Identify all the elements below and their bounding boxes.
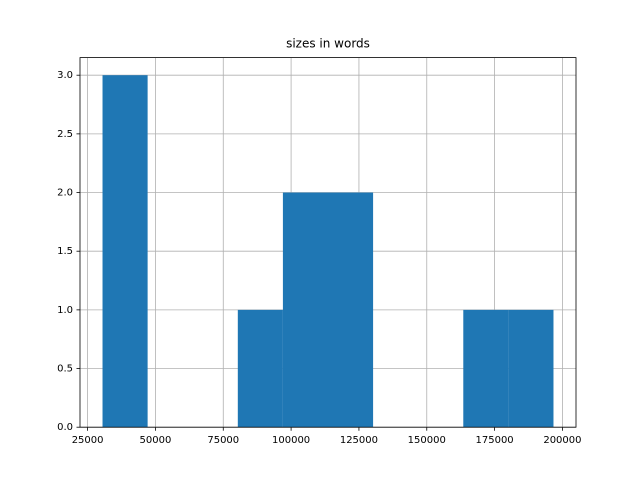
axes-frame [79,57,577,428]
y-tick-label: 3.0 [57,70,73,81]
x-tick-label: 200000 [543,435,581,446]
x-tick-label: 125000 [340,435,378,446]
bar [508,309,554,428]
x-tick-label: 150000 [408,435,446,446]
x-tick-label: 75000 [207,435,239,446]
y-tick-label: 2.0 [57,188,73,199]
chart-title: sizes in words [286,37,370,51]
bar [463,309,509,428]
y-tick-label: 0.5 [57,364,73,375]
bar [237,309,283,428]
x-tick-label: 100000 [272,435,310,446]
x-tick-label: 25000 [72,435,104,446]
y-tick-label: 2.5 [57,129,73,140]
y-tick-label: 0.0 [57,422,73,433]
bar [102,75,148,428]
x-tick-label: 175000 [476,435,514,446]
y-tick-label: 1.0 [57,305,73,316]
bar [328,192,374,428]
bar [282,192,328,428]
y-tick-label: 1.5 [57,246,73,257]
x-tick-label: 50000 [140,435,172,446]
